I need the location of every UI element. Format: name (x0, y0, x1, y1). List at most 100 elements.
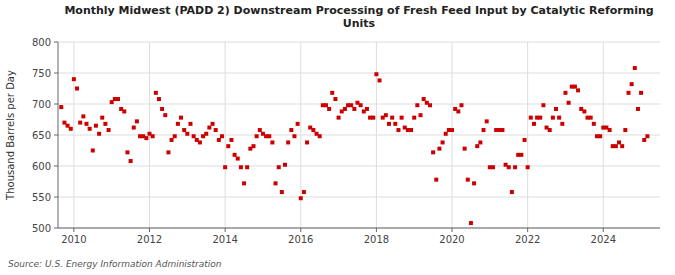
point (223, 165, 227, 169)
point (434, 178, 438, 182)
point (72, 77, 76, 81)
point (179, 116, 183, 120)
title: Monthly Midwest (PADD 2) Downstream Proc… (64, 4, 653, 30)
point (396, 128, 400, 132)
tick-label: 2022 (515, 234, 540, 245)
point (75, 87, 79, 91)
point (636, 107, 640, 111)
point (302, 190, 306, 194)
point (513, 165, 517, 169)
point (472, 181, 476, 185)
point (374, 72, 378, 76)
tick-mark (300, 228, 301, 232)
grid-line (58, 166, 660, 167)
point (192, 134, 196, 138)
point (97, 132, 101, 136)
point (81, 114, 85, 118)
grid-line (73, 42, 74, 228)
point (277, 165, 281, 169)
point (563, 91, 567, 95)
point (311, 128, 315, 132)
tick-mark (527, 228, 528, 232)
tick-label: 800 (32, 37, 51, 48)
tick-mark (376, 228, 377, 232)
tick-mark (54, 197, 58, 198)
point (343, 107, 347, 111)
point (630, 82, 634, 86)
point (274, 181, 278, 185)
tick-mark (225, 228, 226, 232)
point (267, 134, 271, 138)
point (529, 116, 533, 120)
point (538, 116, 542, 120)
point (456, 109, 460, 113)
tick-label: 2024 (591, 234, 616, 245)
point (233, 153, 237, 157)
tick-label: 650 (32, 130, 51, 141)
grid-line (58, 197, 660, 198)
point (519, 153, 523, 157)
tick-mark (452, 228, 453, 232)
point (627, 91, 631, 95)
x-axis-line (58, 228, 660, 229)
point (242, 181, 246, 185)
point (365, 107, 369, 111)
point (393, 122, 397, 126)
point (173, 134, 177, 138)
point (645, 134, 649, 138)
point (188, 122, 192, 126)
point (296, 122, 300, 126)
point (633, 66, 637, 70)
axes: 5005506006507007508002010201220142016201… (32, 37, 660, 246)
point (441, 140, 445, 144)
point (482, 128, 486, 132)
point (217, 138, 221, 142)
tick-label: 750 (32, 68, 51, 79)
point (371, 116, 375, 120)
point (84, 122, 88, 126)
point (469, 221, 473, 225)
tick-label: 550 (32, 192, 51, 203)
point (129, 159, 133, 163)
tick-mark (54, 104, 58, 105)
point (198, 140, 202, 144)
point (554, 107, 558, 111)
point (220, 134, 224, 138)
point (166, 150, 170, 154)
point (245, 165, 249, 169)
tick-mark (73, 228, 74, 232)
point (617, 140, 621, 144)
tick-mark (54, 42, 58, 43)
point (160, 107, 164, 111)
point (236, 157, 240, 161)
point (523, 138, 527, 142)
point (639, 91, 643, 95)
point (154, 91, 158, 95)
point (352, 107, 356, 111)
grid (58, 42, 660, 228)
grid-line (603, 42, 604, 228)
point (532, 122, 536, 126)
point (378, 78, 382, 82)
tick-mark (54, 166, 58, 167)
point (526, 165, 530, 169)
point (122, 109, 126, 113)
point (107, 128, 111, 132)
point (182, 128, 186, 132)
point (211, 122, 215, 126)
point (412, 116, 416, 120)
tick-label: 700 (32, 99, 51, 110)
point (510, 190, 514, 194)
point (151, 134, 155, 138)
point (592, 122, 596, 126)
point (507, 165, 511, 169)
point (239, 165, 243, 169)
point (598, 134, 602, 138)
point (475, 144, 479, 148)
point (185, 132, 189, 136)
grid-line (452, 42, 453, 228)
point (100, 116, 104, 120)
point (78, 121, 82, 125)
point (567, 101, 571, 105)
tick-label: 2018 (364, 234, 389, 245)
